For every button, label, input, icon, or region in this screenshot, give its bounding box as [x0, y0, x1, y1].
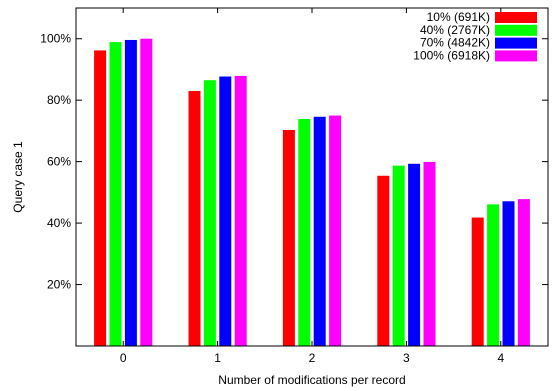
bar-1-3: [234, 75, 247, 346]
legend-swatch-0: [495, 12, 537, 23]
bar-1-0: [188, 90, 201, 346]
ticks-group: 0 1 2 3 4 20% 40% 60% 80% 100%: [40, 8, 548, 365]
bar-1-2: [219, 76, 232, 346]
legend-swatch-2: [495, 37, 537, 49]
bar-0-0: [94, 50, 107, 347]
bars-group: [94, 38, 530, 347]
bar-1-1: [203, 80, 216, 346]
y-tick-label: 40%: [47, 216, 71, 230]
legend-label-1: 40% (2767K): [420, 23, 490, 37]
bar-2-0: [282, 129, 295, 346]
bar-4-1: [487, 204, 500, 346]
bar-0-3: [140, 38, 153, 347]
plot-frame: [75, 7, 549, 347]
y-tick-label: 100%: [40, 32, 71, 46]
bar-4-2: [502, 201, 515, 346]
x-tick-label: 0: [120, 351, 127, 365]
y-tick-label: 60%: [47, 155, 71, 169]
legend-swatch-3: [495, 50, 537, 62]
legend-label-0: 10% (691K): [427, 10, 490, 24]
bar-3-3: [423, 161, 436, 346]
bar-4-3: [517, 199, 530, 346]
bar-3-0: [377, 175, 390, 346]
x-tick-label: 1: [214, 351, 221, 365]
bar-4-0: [471, 217, 484, 346]
y-tick-label: 80%: [47, 93, 71, 107]
bar-2-1: [298, 118, 311, 347]
bar-2-3: [329, 115, 342, 346]
legend: 10% (691K)40% (2767K)70% (4842K)100% (69…: [413, 10, 537, 62]
legend-label-3: 100% (6918K): [413, 48, 490, 62]
x-tick-label: 3: [403, 351, 410, 365]
legend-swatch-1: [495, 24, 537, 36]
x-axis-label: Number of modifications per record: [218, 373, 405, 387]
bar-0-2: [124, 39, 137, 347]
legend-label-2: 70% (4842K): [420, 36, 490, 50]
bar-3-2: [408, 163, 421, 346]
y-tick-label: 20%: [47, 278, 71, 292]
y-axis-label: Query case 1: [11, 141, 25, 213]
x-tick-label: 4: [497, 351, 504, 365]
x-tick-label: 2: [309, 351, 316, 365]
bar-3-1: [392, 165, 405, 346]
bar-0-1: [109, 42, 122, 347]
bar-2-2: [313, 116, 326, 347]
